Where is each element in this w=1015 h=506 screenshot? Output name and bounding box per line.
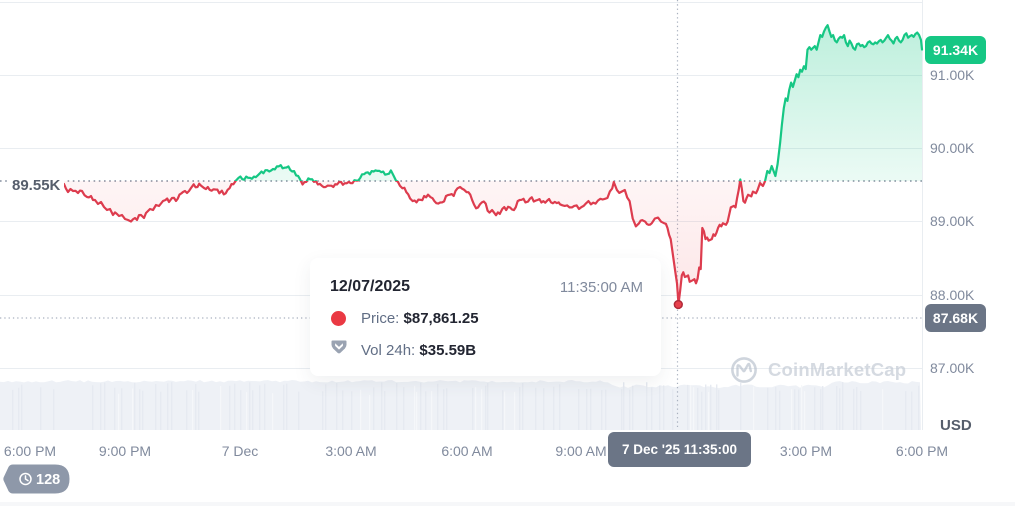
svg-text:128: 128 [36,472,60,488]
svg-text:CoinMarketCap: CoinMarketCap [768,359,906,380]
